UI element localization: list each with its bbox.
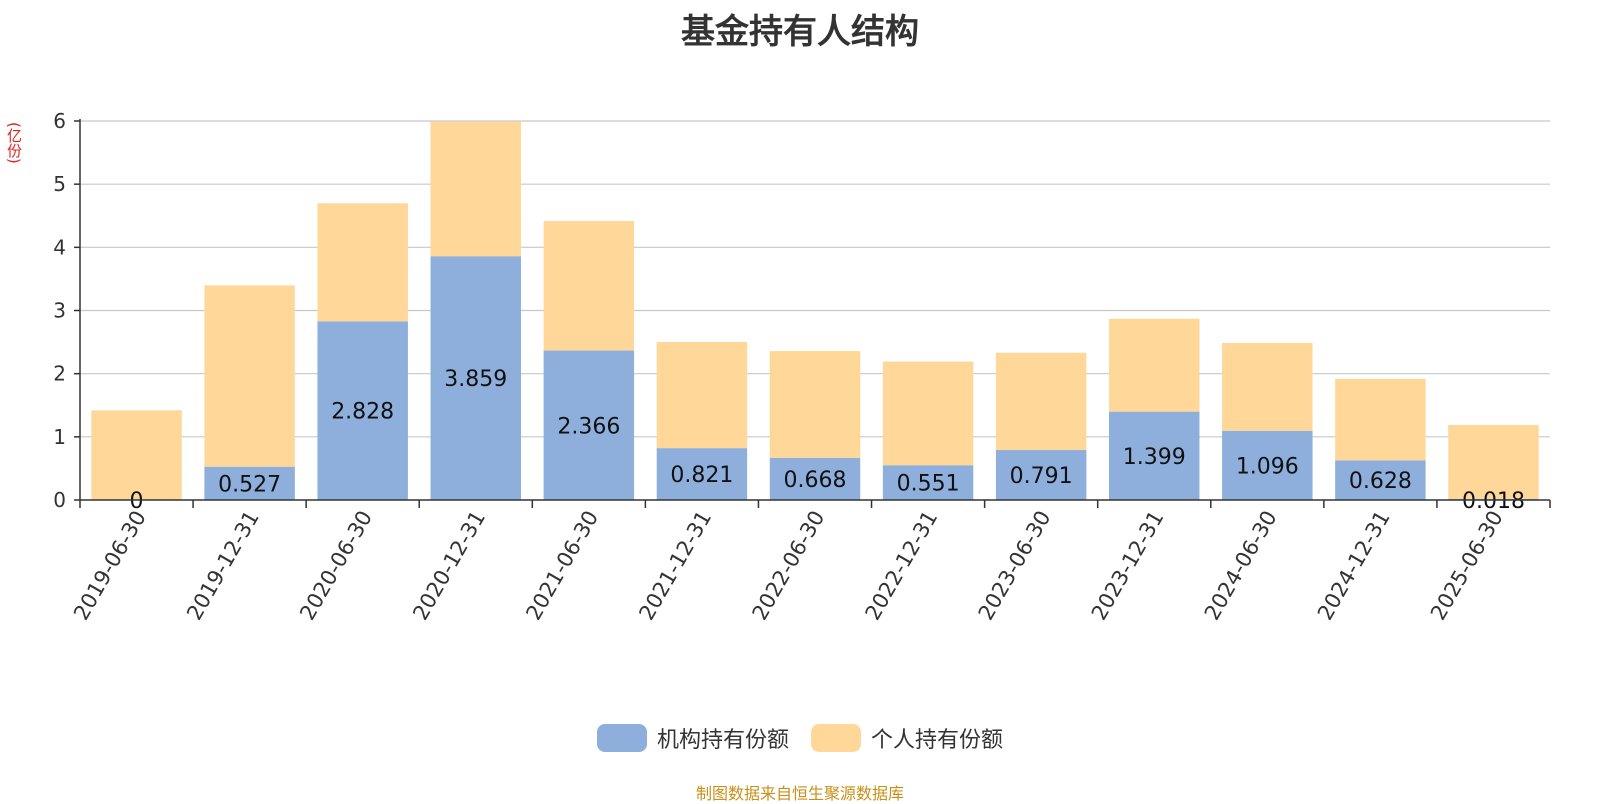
bar-individual	[1222, 342, 1313, 431]
x-tick-label: 2023-06-30	[974, 507, 1056, 625]
x-tick-label: 2024-06-30	[1200, 507, 1282, 625]
bar-institutional	[430, 256, 521, 500]
legend-item-institutional[interactable]: 机构持有份额	[596, 722, 789, 754]
bar-institutional	[882, 465, 974, 500]
bar-institutional	[1335, 460, 1426, 500]
bar-value-label: 0.668	[784, 468, 847, 493]
data-source-note: 制图数据来自恒生聚源数据库	[695, 784, 904, 803]
bar-value-labels: 0 0.527 2.828 3.859 2.366 0.821 0.668 0.551 0.79…	[130, 367, 1525, 514]
x-tick-label: 2021-06-30	[521, 507, 603, 625]
bar-value-label: 0	[130, 489, 144, 514]
legend-swatch-institutional	[596, 724, 647, 752]
bar-value-label: 1.096	[1236, 454, 1299, 479]
bar-individual	[1448, 424, 1539, 499]
bar-individual	[882, 361, 974, 466]
x-tick-label: 2020-06-30	[295, 507, 377, 625]
bar-value-label: 0.821	[670, 463, 733, 488]
bar-institutional	[543, 350, 635, 500]
bar-individual	[91, 410, 182, 500]
y-tick-label: 2	[53, 362, 66, 386]
bar-institutional	[317, 321, 408, 500]
bar-value-label: 2.828	[331, 400, 394, 425]
x-tick-label: 2019-12-31	[182, 507, 264, 625]
bars	[91, 121, 1539, 500]
x-tick-label: 2024-12-31	[1313, 507, 1395, 625]
legend: 机构持有份额 个人持有份额	[0, 722, 1600, 754]
bar-value-label: 1.399	[1123, 445, 1186, 470]
bar-individual	[430, 121, 521, 257]
x-tick-label: 2025-06-30	[1426, 507, 1508, 625]
legend-label-individual: 个人持有份额	[871, 728, 1004, 753]
bar-institutional	[204, 466, 295, 500]
bar-individual	[995, 352, 1087, 451]
x-tick-label: 2022-12-31	[861, 507, 943, 625]
bar-value-label: 0.628	[1349, 469, 1412, 494]
y-tick-label: 0	[53, 488, 66, 512]
bar-individual	[769, 351, 861, 458]
legend-item-individual[interactable]: 个人持有份额	[811, 722, 1003, 754]
x-tick-label: 2021-12-31	[634, 507, 716, 625]
bar-individual	[1109, 318, 1200, 412]
x-tick-label: 2019-06-30	[69, 507, 151, 625]
bar-value-label: 0.551	[897, 472, 960, 497]
bar-individual	[656, 342, 748, 449]
bar-institutional	[656, 448, 748, 500]
bar-value-label: 0.791	[1010, 464, 1073, 489]
y-tick-label: 5	[53, 172, 66, 196]
y-tick-label: 6	[53, 109, 66, 133]
bar-institutional	[1109, 411, 1200, 500]
bar-individual	[204, 285, 295, 467]
bar-individual	[1335, 378, 1426, 461]
y-tick-label: 4	[53, 235, 66, 259]
y-axis-unit-label: (亿份)	[5, 122, 23, 164]
bar-individual	[317, 203, 408, 322]
bar-institutional	[995, 450, 1087, 500]
bar-value-label: 3.859	[444, 367, 507, 392]
bar-institutional	[769, 457, 861, 500]
bar-value-label: 2.366	[557, 414, 620, 439]
chart-title: 基金持有人结构	[681, 12, 919, 52]
x-tick-label: 2020-12-31	[408, 507, 490, 625]
y-tick-label: 3	[53, 299, 66, 323]
legend-label-institutional: 机构持有份额	[656, 728, 789, 753]
bar-institutional	[1222, 430, 1313, 500]
bar-value-label: 0.527	[218, 472, 281, 497]
stacked-bar-chart: 0 0.527 2.828 3.859 2.366 0.821 0.668 0.551 0.79…	[53, 109, 1551, 625]
bar-value-label: 0.018	[1462, 489, 1525, 514]
x-tick-label: 2023-12-31	[1087, 507, 1169, 625]
bar-individual	[543, 221, 635, 351]
y-tick-label: 1	[53, 425, 66, 449]
x-tick-label: 2022-06-30	[748, 507, 830, 625]
legend-swatch-individual	[811, 724, 861, 752]
